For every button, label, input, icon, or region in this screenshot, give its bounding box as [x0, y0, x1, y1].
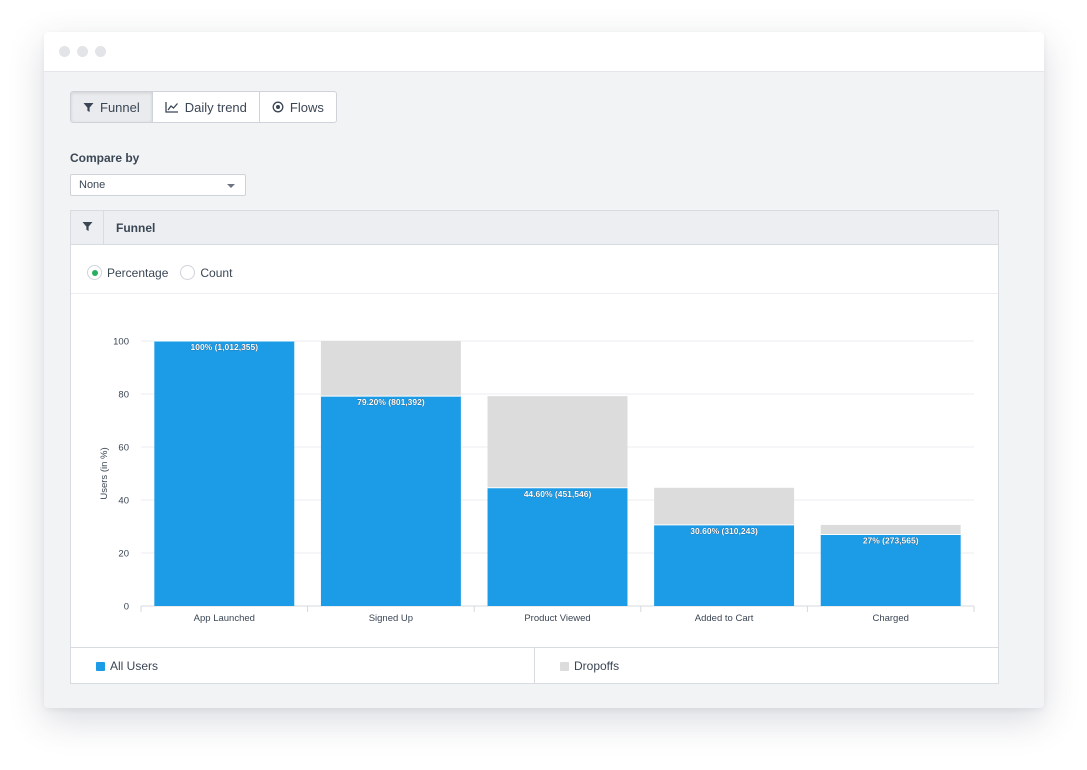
compare-by-select[interactable]: None [70, 174, 246, 196]
tab-daily-trend-label: Daily trend [184, 99, 247, 115]
app-window: Funnel Daily trend Flows Compare by None [44, 32, 1044, 708]
y-axis-label: Users (in %) [99, 447, 110, 499]
window-zoom-dot[interactable] [95, 46, 106, 57]
y-tick-label: 20 [118, 549, 129, 560]
panel-filter-button[interactable] [71, 211, 104, 244]
bar-all-users [654, 524, 795, 606]
legend-swatch-dropoffs [560, 661, 569, 671]
window-titlebar [44, 32, 1044, 72]
tab-funnel[interactable]: Funnel [71, 92, 153, 122]
legend-divider [534, 648, 535, 684]
y-tick-label: 40 [118, 496, 129, 507]
x-tick-label: Signed Up [369, 613, 413, 624]
data-label: 79.20% (801,392) [357, 397, 425, 407]
radio-percentage[interactable]: Percentage [87, 265, 168, 280]
funnel-panel: Funnel Percentage Count 0 20 40 60 80 100 User… [70, 210, 999, 684]
panel-header: Funnel [71, 211, 998, 245]
divider [71, 293, 998, 294]
funnel-chart: 0 20 40 60 80 100 Users (in %) 100% (1,012,355)… [99, 337, 975, 624]
data-label: 27% (273,565) [863, 535, 919, 545]
view-tabs: Funnel Daily trend Flows [70, 91, 337, 123]
window-minimize-dot[interactable] [77, 46, 88, 57]
radio-count-label: Count [200, 265, 233, 280]
tab-flows-label: Flows [289, 99, 324, 115]
legend-all-users-label: All Users [110, 659, 159, 673]
bar-all-users [154, 341, 295, 606]
tab-funnel-label: Funnel [100, 99, 140, 115]
x-tick-label: App Launched [194, 613, 255, 624]
radio-percentage-label: Percentage [107, 265, 169, 280]
bar-dropoff [320, 341, 461, 397]
radio-circle [180, 265, 196, 280]
legend-all-users[interactable]: All Users [96, 648, 158, 684]
compare-by-value: None [79, 179, 106, 191]
x-tick-label: Product Viewed [524, 613, 590, 624]
chart-legend: All Users Dropoffs [71, 647, 998, 684]
bar-all-users [487, 487, 628, 606]
filter-icon [82, 219, 93, 237]
window-close-dot[interactable] [59, 46, 70, 57]
caret-down-icon [227, 184, 235, 188]
y-tick-label: 80 [118, 390, 129, 401]
y-tick-label: 0 [124, 602, 129, 613]
radio-circle-selected [87, 265, 102, 280]
bar-dropoff [820, 524, 961, 535]
legend-dropoffs[interactable]: Dropoffs [560, 648, 619, 684]
bar-all-users [320, 396, 461, 606]
data-label: 30.60% (310,243) [690, 526, 758, 536]
x-tick-label: Charged [872, 613, 908, 624]
legend-dropoffs-label: Dropoffs [574, 659, 620, 673]
y-tick-label: 100 [113, 337, 129, 348]
compare-by-label: Compare by [70, 151, 140, 165]
view-mode-toggle: Percentage Count [87, 265, 232, 280]
legend-swatch-all-users [96, 661, 105, 671]
target-icon [272, 101, 284, 113]
tab-daily-trend[interactable]: Daily trend [153, 92, 260, 122]
radio-count[interactable]: Count [180, 265, 232, 280]
tab-flows[interactable]: Flows [260, 92, 336, 122]
bar-dropoff [654, 487, 795, 525]
x-tick-label: Added to Cart [695, 613, 754, 624]
bar-all-users [820, 534, 961, 606]
y-tick-label: 60 [118, 443, 129, 454]
line-chart-icon [165, 101, 179, 113]
bar-dropoff [487, 396, 628, 488]
data-label: 44.60% (451,546) [524, 489, 592, 499]
panel-title: Funnel [116, 221, 156, 235]
data-label: 100% (1,012,355) [191, 342, 259, 352]
filter-icon [83, 102, 94, 113]
